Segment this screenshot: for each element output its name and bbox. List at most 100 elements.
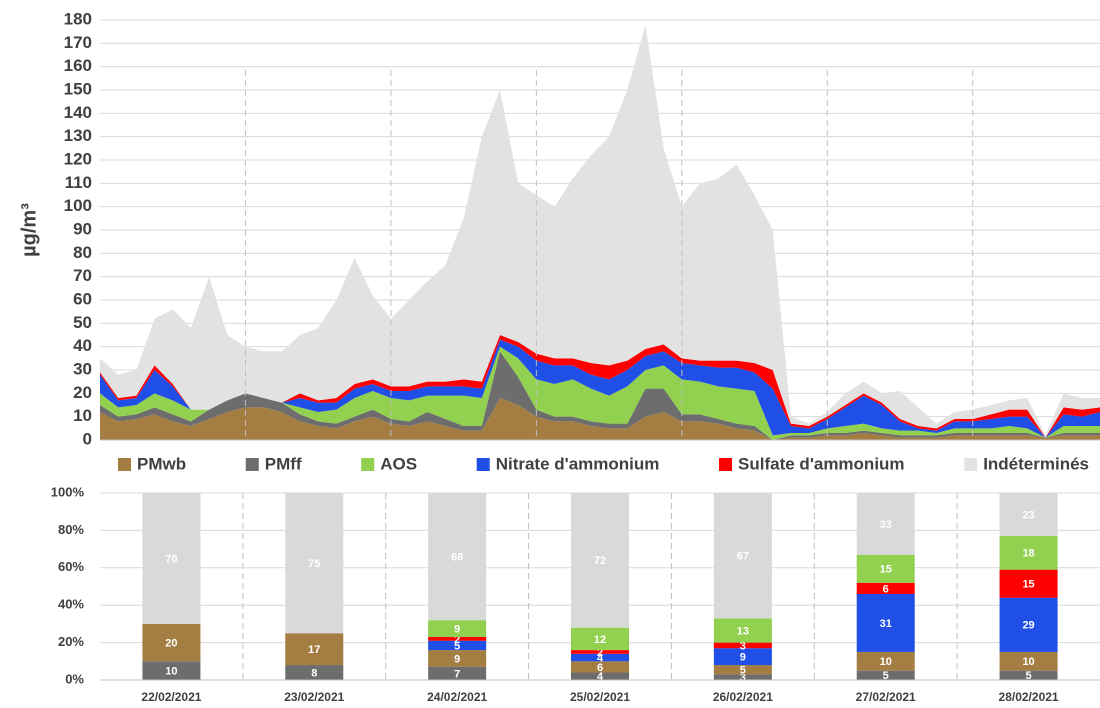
value-label: 4 xyxy=(597,652,604,664)
legend-label: Indéterminés xyxy=(983,454,1089,473)
legend-swatch xyxy=(476,458,490,471)
x-tick-label: 22/02/2021 xyxy=(141,690,201,704)
bar-segment xyxy=(856,493,915,555)
y-tick-label: 60% xyxy=(58,559,84,574)
value-label: 33 xyxy=(880,519,892,531)
bar-segment xyxy=(999,597,1058,652)
y-tick-label: 170 xyxy=(64,33,92,52)
bar-segment xyxy=(999,493,1058,537)
x-tick-label: 28/02/2021 xyxy=(999,690,1059,704)
value-label: 4 xyxy=(597,671,604,683)
value-label: 70 xyxy=(165,553,177,565)
bar-segment xyxy=(428,620,487,637)
value-label: 10 xyxy=(1022,656,1034,668)
bar-segment xyxy=(999,651,1058,671)
legend-swatch xyxy=(719,458,733,471)
value-label: 5 xyxy=(1026,670,1032,682)
value-label: 68 xyxy=(451,551,463,563)
bar-segment xyxy=(713,648,772,666)
area xyxy=(100,339,1100,438)
bar-segment xyxy=(428,640,487,651)
y-tick-label: 0 xyxy=(83,429,92,448)
y-tick-label: 10 xyxy=(73,406,92,425)
y-tick-label: 80 xyxy=(73,243,92,262)
bar-segment xyxy=(428,650,487,667)
x-tick-label: 23/02/2021 xyxy=(284,690,344,704)
value-label: 72 xyxy=(594,555,606,567)
x-tick-label: 26/02/2021 xyxy=(713,690,773,704)
y-tick-label: 0% xyxy=(65,671,84,686)
bar-segment xyxy=(571,661,629,673)
value-label: 29 xyxy=(1022,620,1034,632)
value-label: 13 xyxy=(737,625,749,637)
bar-segment xyxy=(428,636,487,641)
bar-segment xyxy=(571,493,629,628)
legend-swatch xyxy=(361,458,375,471)
y-tick-label: 40% xyxy=(58,597,84,612)
y-tick-label: 50 xyxy=(73,313,92,332)
y-tick-label: 90 xyxy=(73,219,92,238)
value-label: 20 xyxy=(165,638,177,650)
value-label: 2 xyxy=(454,634,460,646)
bar-segment xyxy=(571,672,629,680)
y-tick-label: 160 xyxy=(64,56,92,75)
bar-segment xyxy=(999,670,1058,680)
value-label: 3 xyxy=(740,672,746,684)
value-label: 6 xyxy=(597,662,603,674)
value-label: 23 xyxy=(1022,509,1034,521)
value-label: 9 xyxy=(454,653,460,665)
value-label: 31 xyxy=(880,618,892,630)
y-tick-label: 140 xyxy=(64,103,92,122)
value-label: 15 xyxy=(1022,579,1034,591)
bar-segment xyxy=(571,650,629,654)
value-label: 5 xyxy=(454,640,460,652)
bar-segment xyxy=(856,593,915,652)
value-label: 9 xyxy=(740,652,746,664)
y-tick-label: 100 xyxy=(64,196,92,215)
value-label: 67 xyxy=(737,551,749,563)
y-tick-label: 40 xyxy=(73,336,92,355)
bar-segment xyxy=(713,618,772,643)
bar-segment xyxy=(713,493,772,619)
bar-segment xyxy=(142,623,201,662)
legend-label: Sulfate d'ammonium xyxy=(738,454,905,473)
value-label: 5 xyxy=(883,670,889,682)
bar-segment xyxy=(428,666,487,680)
value-label: 5 xyxy=(740,665,746,677)
y-tick-label: 180 xyxy=(64,9,92,28)
legend-label: PMff xyxy=(265,454,302,473)
bar-segment xyxy=(713,642,772,649)
x-tick-label: 25/02/2021 xyxy=(570,690,630,704)
bar-segment xyxy=(571,627,629,651)
y-tick-label: 30 xyxy=(73,359,92,378)
value-label: 18 xyxy=(1022,548,1034,560)
y-tick-label: 20% xyxy=(58,634,84,649)
area xyxy=(100,24,1100,438)
legend-label: AOS xyxy=(380,454,417,473)
bar-segment xyxy=(713,665,772,675)
value-label: 75 xyxy=(308,558,320,570)
bar-segment xyxy=(285,633,344,666)
bar-segment xyxy=(285,493,344,634)
area xyxy=(100,346,1100,440)
y-tick-label: 70 xyxy=(73,266,92,285)
value-label: 3 xyxy=(740,640,746,652)
value-label: 7 xyxy=(454,668,460,680)
bar-segment xyxy=(571,653,629,662)
legend-label: Nitrate d'ammonium xyxy=(496,454,660,473)
legend-swatch xyxy=(245,458,259,471)
y-tick-label: 60 xyxy=(73,289,92,308)
legend-swatch xyxy=(964,458,978,471)
legend-label: PMwb xyxy=(137,454,186,473)
y-tick-label: 20 xyxy=(73,383,92,402)
bar-segment xyxy=(999,569,1058,598)
y-tick-label: 120 xyxy=(64,149,92,168)
bar-segment xyxy=(142,661,201,680)
bar-segment xyxy=(856,670,915,680)
y-axis-label: µg/m³ xyxy=(18,203,40,257)
y-tick-label: 110 xyxy=(65,173,92,192)
value-label: 10 xyxy=(880,656,892,668)
y-tick-label: 130 xyxy=(64,126,92,145)
y-tick-label: 100% xyxy=(51,484,85,499)
